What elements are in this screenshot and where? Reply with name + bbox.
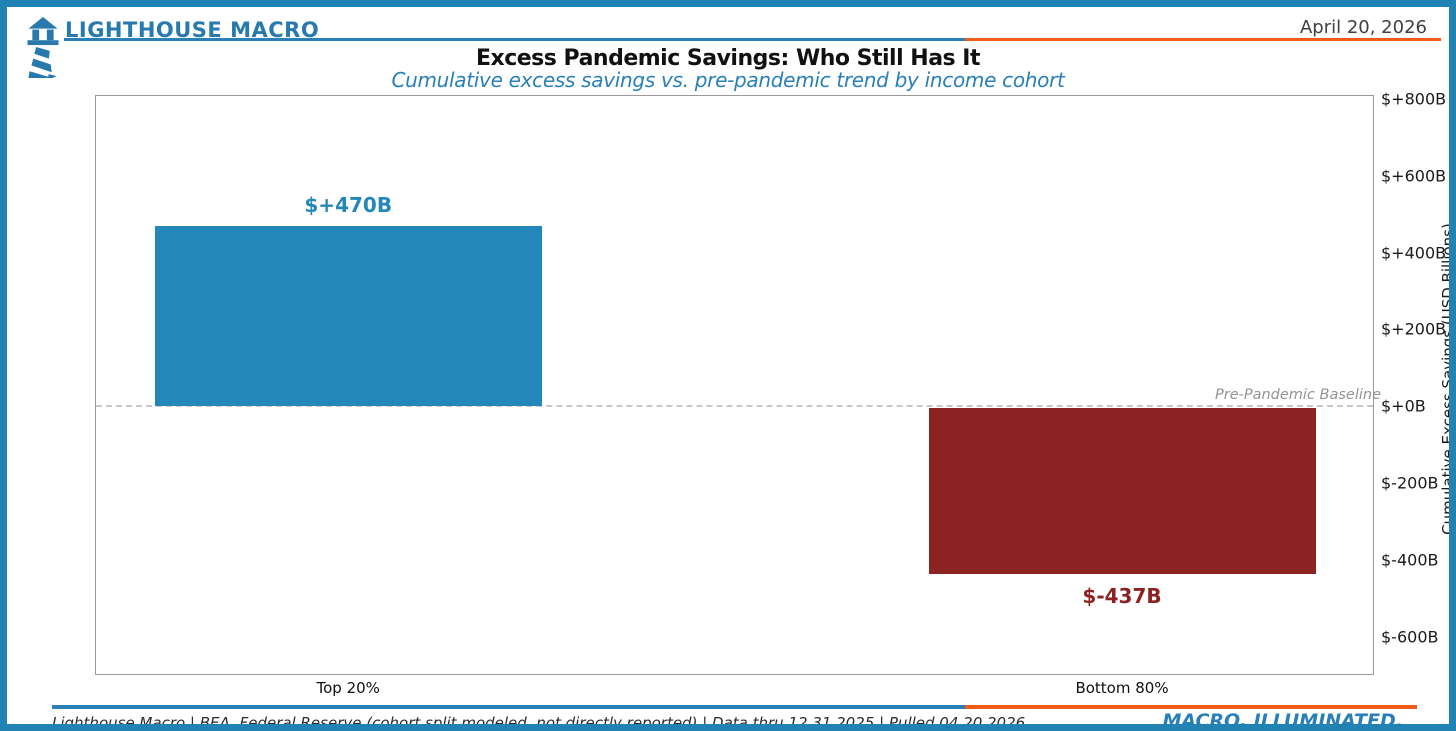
x-axis-category-label: Top 20%	[316, 679, 380, 697]
y-axis-tick-label: $+0B	[1381, 396, 1426, 416]
brand-tagline: MACRO, ILLUMINATED.	[1162, 710, 1403, 731]
y-axis-tick-label: $-600B	[1381, 627, 1439, 647]
footer-rule-orange	[965, 705, 1417, 709]
header-rule-blue	[64, 38, 965, 41]
source-attribution: Lighthouse Macro | BEA, Federal Reserve …	[52, 714, 1026, 731]
baseline-annotation: Pre-Pandemic Baseline	[1214, 387, 1381, 404]
y-axis-tick-label: $-200B	[1381, 473, 1439, 493]
x-axis-category-label: Bottom 80%	[1075, 679, 1169, 697]
chart-subtitle: Cumulative excess savings vs. pre-pandem…	[391, 68, 1065, 92]
bar-bottom-80-	[928, 408, 1316, 574]
y-axis-tick-label: $-400B	[1381, 550, 1439, 570]
y-axis-title: Cumulative Excess Savings (USD Billions)	[1439, 223, 1456, 535]
report-date: April 20, 2026	[1299, 17, 1427, 38]
header-rule-orange	[965, 38, 1441, 41]
y-axis-tick-label: $+400B	[1381, 243, 1447, 262]
baseline-dashed-line	[96, 405, 1373, 408]
bar-value-label: $+470B	[304, 192, 393, 217]
y-axis-tick-label: $+600B	[1381, 166, 1447, 186]
bar-value-label: $-437B	[1082, 584, 1162, 608]
bar-top-20-	[154, 225, 542, 407]
y-axis-tick-label: $+200B	[1381, 319, 1447, 339]
chart-title: Excess Pandemic Savings: Who Still Has I…	[476, 46, 981, 71]
lighthouse-icon	[27, 16, 59, 78]
footer-rule-blue	[52, 705, 965, 709]
y-axis-tick-label: $+800B	[1381, 89, 1447, 109]
